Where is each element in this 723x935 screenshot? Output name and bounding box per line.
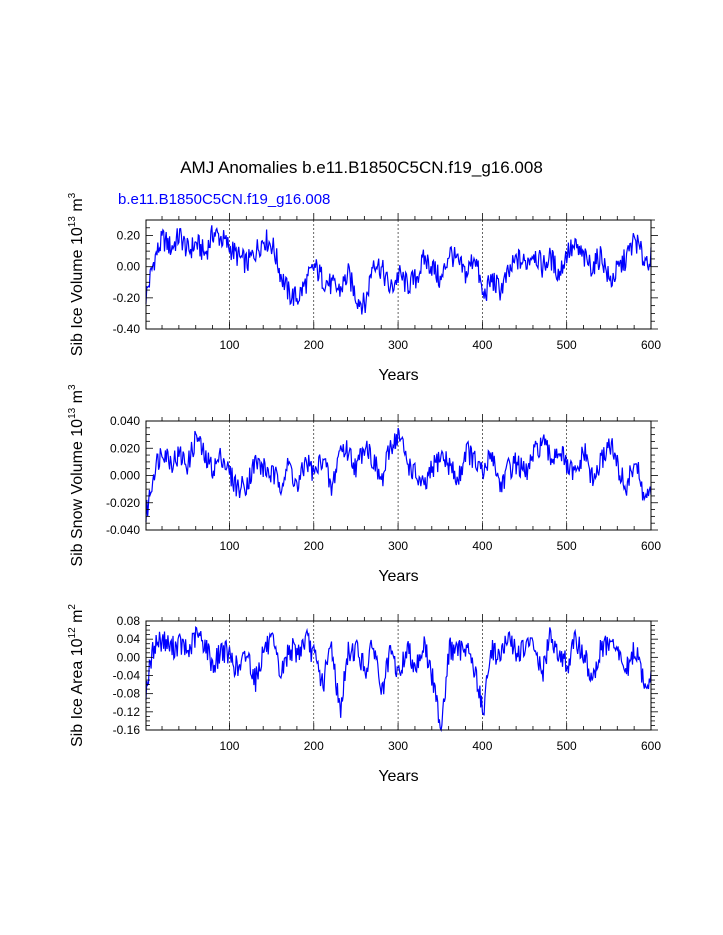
x-tick-label: 300 — [388, 338, 408, 352]
y-tick-label: -0.040 — [106, 523, 140, 537]
series-line — [145, 427, 652, 522]
y-tick-label: 0.040 — [110, 414, 140, 428]
y-tick-label: -0.16 — [113, 723, 141, 737]
figure-title: AMJ Anomalies b.e11.B1850C5CN.f19_g16.00… — [180, 158, 543, 177]
x-tick-label: 200 — [304, 338, 324, 352]
x-tick-label: 300 — [388, 739, 408, 753]
x-tick-label: 100 — [219, 539, 239, 553]
plot-frame — [145, 620, 652, 731]
x-tick-label: 400 — [472, 739, 492, 753]
x-tick-label: 400 — [472, 338, 492, 352]
y-axis-label: Sib Ice Area 1012 m2 — [67, 604, 86, 747]
x-tick-label: 200 — [304, 739, 324, 753]
panel-snow-volume: 100 200 300 400 500 600 -0.040 -0.020 0.000 0.020… — [67, 384, 661, 585]
x-tick-label: 400 — [472, 539, 492, 553]
x-tick-label: 100 — [219, 739, 239, 753]
y-tick-label: -0.40 — [113, 322, 141, 336]
y-tick-label: 0.020 — [110, 441, 140, 455]
x-tick-label: 300 — [388, 539, 408, 553]
panel-ice-area: 100 200 300 400 500 600 -0.16 -0.12 -0.08 -0.04 0.… — [67, 604, 661, 785]
x-axis-label: Years — [378, 367, 418, 384]
y-tick-label: -0.04 — [113, 669, 141, 683]
series-label: b.e11.B1850C5CN.f19_g16.008 — [118, 191, 331, 208]
x-tick-label: 500 — [557, 539, 577, 553]
series-line — [145, 225, 652, 315]
x-tick-label: 600 — [641, 739, 661, 753]
y-axis-label: Sib Snow Volume 1013 m3 — [67, 384, 86, 567]
y-tick-label: -0.08 — [113, 687, 141, 701]
x-axis-label: Years — [378, 568, 418, 585]
y-tick-label: -0.12 — [113, 705, 141, 719]
x-axis-label: Years — [378, 768, 418, 785]
x-tick-label: 600 — [641, 539, 661, 553]
y-tick-label: 0.20 — [117, 229, 141, 243]
plot-frame — [145, 420, 652, 531]
x-tick-label: 600 — [641, 338, 661, 352]
panel-ice-volume: 100 200 300 400 500 600 -0.40 -0.20 0.00 0.20 Year… — [67, 192, 661, 384]
y-tick-label: 0.08 — [117, 614, 141, 628]
y-tick-label: 0.00 — [117, 650, 141, 664]
y-axis-label: Sib Ice Volume 1013 m3 — [67, 192, 86, 356]
y-tick-label: 0.00 — [117, 260, 141, 274]
y-tick-label: 0.04 — [117, 632, 141, 646]
series-line — [145, 626, 652, 733]
y-tick-label: -0.20 — [113, 291, 141, 305]
x-tick-label: 200 — [304, 539, 324, 553]
x-tick-label: 500 — [557, 739, 577, 753]
x-tick-label: 100 — [219, 338, 239, 352]
x-tick-label: 500 — [557, 338, 577, 352]
y-tick-label: -0.020 — [106, 496, 140, 510]
y-tick-label: 0.000 — [110, 469, 140, 483]
